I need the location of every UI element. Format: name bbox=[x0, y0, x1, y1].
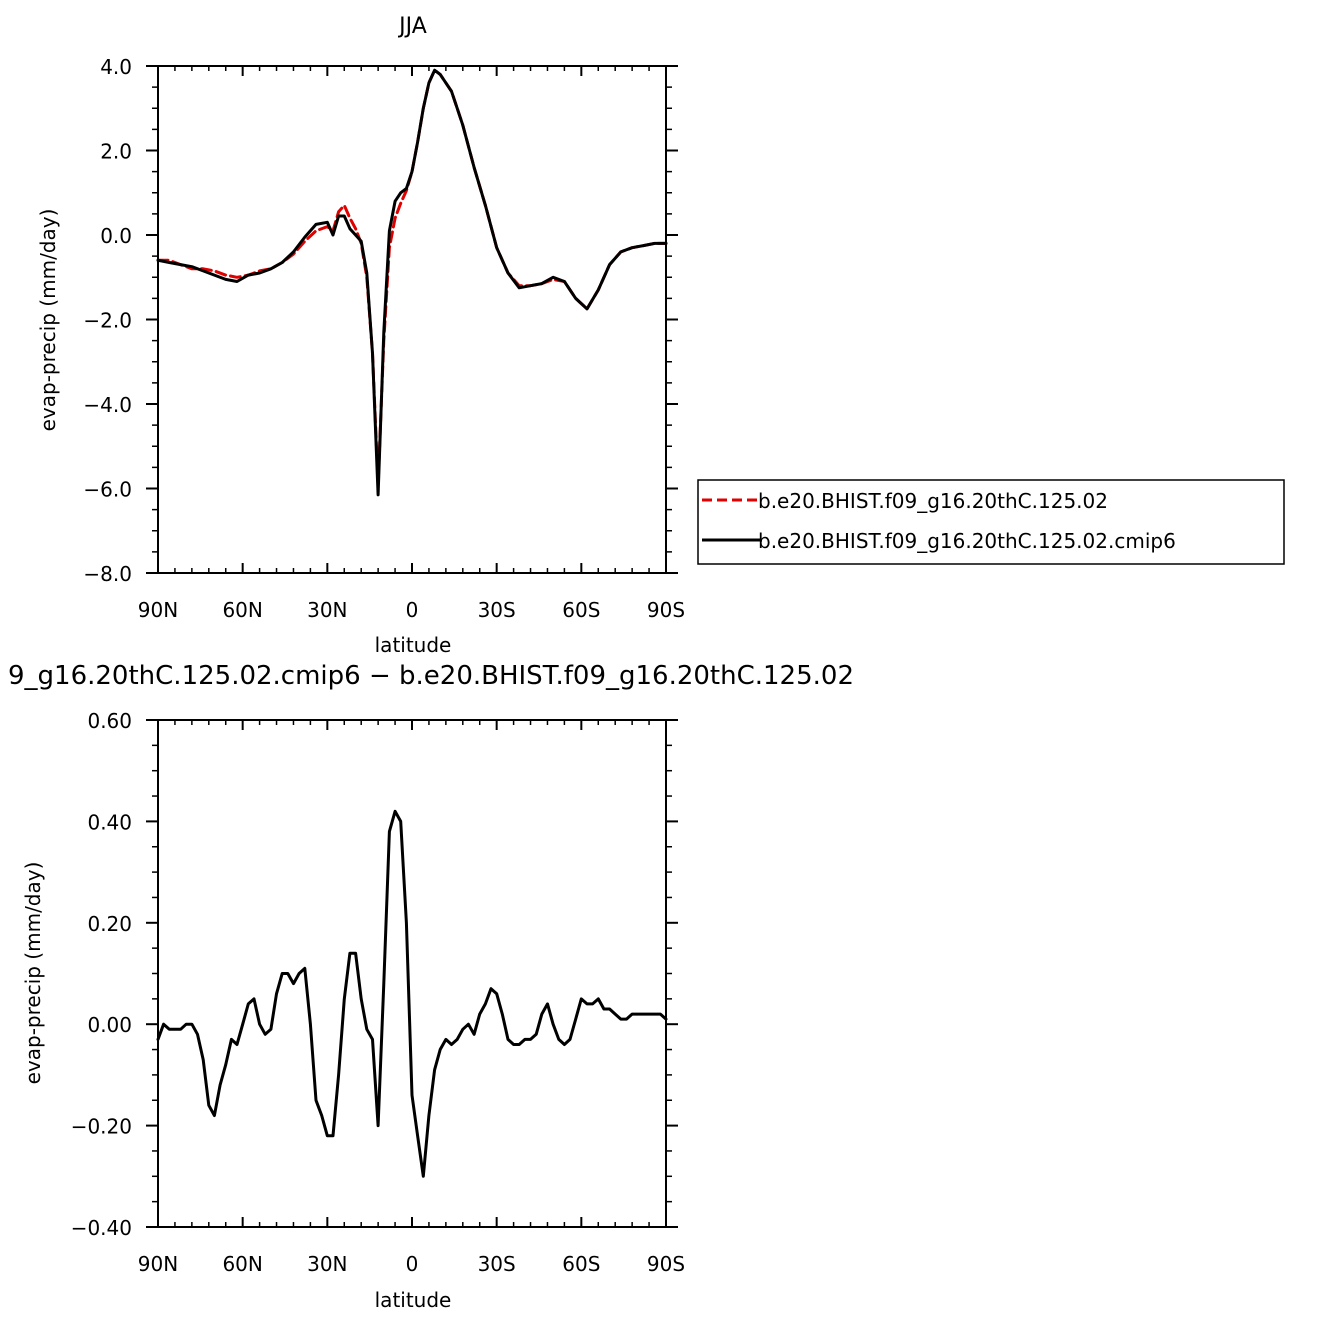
top-chart-axes: 90N 60N 30N 0 30S 60S 90S −8.0 −6.0 −4.0 −2.0 0.0 2.… bbox=[83, 55, 685, 622]
top-x-tick-label: 90N bbox=[138, 598, 178, 622]
top-y-tick-label: 0.0 bbox=[100, 224, 132, 248]
top-x-tick-label: 60S bbox=[562, 598, 600, 622]
top-y-tick-label: −8.0 bbox=[83, 562, 132, 586]
bottom-chart-xlabel: latitude bbox=[375, 1288, 452, 1312]
legend-box bbox=[697, 479, 1285, 565]
top-y-tick-label: −4.0 bbox=[83, 393, 132, 417]
legend-label-2: b.e20.BHIST.f09_g16.20thC.125.02.cmip6 bbox=[758, 529, 1176, 553]
bottom-x-tick-label: 30S bbox=[478, 1252, 516, 1276]
top-series-line-2 bbox=[156, 68, 668, 497]
top-y-tick-label: −6.0 bbox=[83, 478, 132, 502]
bottom-x-tick-label: 0 bbox=[406, 1252, 419, 1276]
top-chart-ylabel: evap-precip (mm/day) bbox=[36, 209, 60, 432]
top-x-tick-label: 30S bbox=[478, 598, 516, 622]
legend-label-1: b.e20.BHIST.f09_g16.20thC.125.02 bbox=[758, 489, 1108, 513]
top-chart-series bbox=[156, 68, 668, 497]
bottom-y-tick-label: −0.20 bbox=[71, 1115, 132, 1139]
top-series-line-1 bbox=[156, 68, 668, 486]
bottom-y-tick-label: 0.20 bbox=[87, 912, 132, 936]
bottom-chart-axes: 90N 60N 30N 0 30S 60S 90S −0.40 −0.20 0.00 0.20 0.4… bbox=[71, 709, 685, 1276]
bottom-series-line-1 bbox=[156, 809, 668, 1178]
top-chart-frame bbox=[157, 65, 667, 574]
top-x-tick-label: 90S bbox=[647, 598, 685, 622]
top-x-tick-label: 30N bbox=[307, 598, 347, 622]
bottom-chart: 9_g16.20thC.125.02.cmip6 − b.e20.BHIST.f… bbox=[8, 661, 854, 1312]
bottom-y-tick-label: 0.00 bbox=[87, 1013, 132, 1037]
bottom-chart-ylabel: evap-precip (mm/day) bbox=[21, 862, 45, 1085]
top-chart: JJA 90N 60N 30N 0 30S 60S 90S −8.0 −6.0 −4.0 −2.0 0… bbox=[36, 14, 685, 657]
top-x-tick-label: 60N bbox=[222, 598, 262, 622]
bottom-x-tick-label: 90S bbox=[647, 1252, 685, 1276]
bottom-x-tick-label: 60S bbox=[562, 1252, 600, 1276]
bottom-x-tick-label: 60N bbox=[222, 1252, 262, 1276]
top-y-tick-label: −2.0 bbox=[83, 309, 132, 333]
bottom-chart-title: 9_g16.20thC.125.02.cmip6 − b.e20.BHIST.f… bbox=[8, 661, 854, 691]
bottom-chart-frame bbox=[157, 719, 667, 1228]
top-x-tick-label: 0 bbox=[406, 598, 419, 622]
top-chart-title: JJA bbox=[397, 14, 427, 39]
bottom-y-tick-label: −0.40 bbox=[71, 1216, 132, 1240]
top-chart-xlabel: latitude bbox=[375, 633, 452, 657]
top-y-tick-label: 2.0 bbox=[100, 140, 132, 164]
bottom-x-tick-label: 90N bbox=[138, 1252, 178, 1276]
bottom-y-tick-label: 0.60 bbox=[87, 709, 132, 733]
bottom-y-tick-label: 0.40 bbox=[87, 810, 132, 834]
bottom-x-tick-label: 30N bbox=[307, 1252, 347, 1276]
legend: b.e20.BHIST.f09_g16.20thC.125.02 b.e20.B… bbox=[697, 479, 1285, 565]
top-y-tick-label: 4.0 bbox=[100, 55, 132, 79]
bottom-chart-series bbox=[156, 809, 668, 1178]
